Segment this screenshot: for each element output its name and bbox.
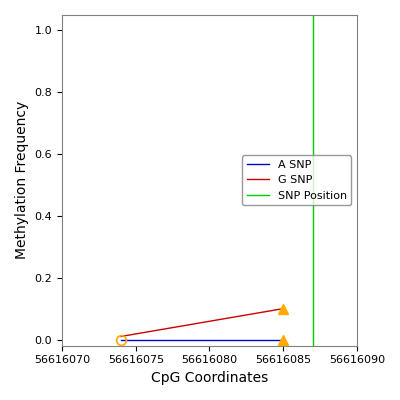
Legend: A SNP, G SNP, SNP Position: A SNP, G SNP, SNP Position [242,155,351,205]
X-axis label: CpG Coordinates: CpG Coordinates [151,371,268,385]
Y-axis label: Methylation Frequency: Methylation Frequency [15,101,29,260]
